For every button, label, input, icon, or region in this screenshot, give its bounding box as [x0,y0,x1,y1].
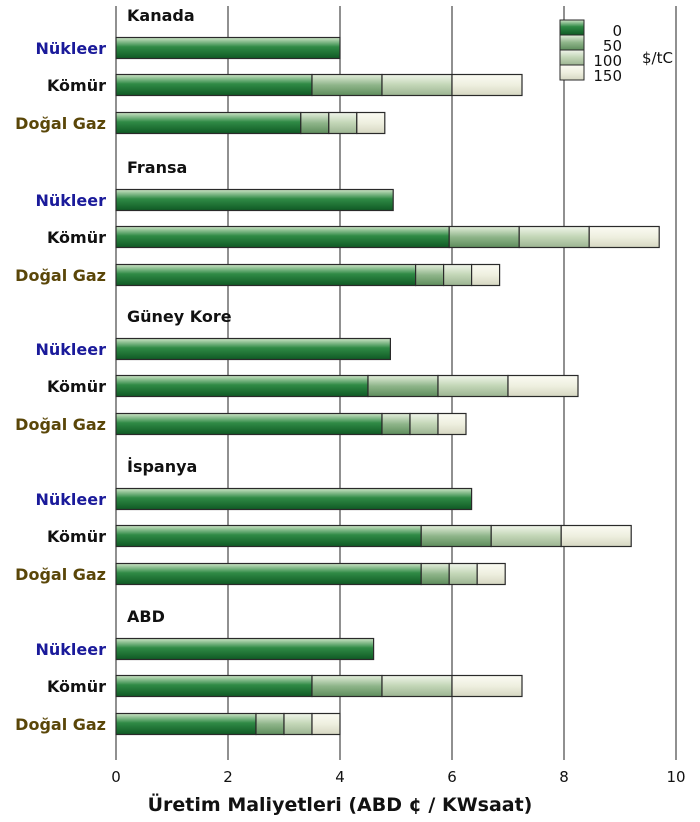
legend-label: 100 [593,52,622,70]
bar-segment [409,412,439,436]
legend-swatch [559,64,585,81]
bar-segment [115,637,375,661]
bar-segment [115,374,369,398]
category-label: Doğal Gaz [15,565,106,584]
bar-segment [255,712,285,736]
bar-segment [381,73,453,97]
bar-segment [115,263,417,287]
group-title: ABD [127,607,165,626]
x-tick-label: 10 [666,768,685,786]
bar-segment [115,73,313,97]
x-tick-label: 6 [447,768,457,786]
bar-segment [356,111,386,135]
bar-segment [115,487,473,511]
x-tick-label: 8 [559,768,569,786]
category-label: Doğal Gaz [15,266,106,285]
category-label: Nükleer [36,640,107,659]
bar-segment [448,562,478,586]
bar-segment [311,712,341,736]
legend-swatch [559,34,585,51]
bar-segment [381,674,453,698]
bar-segment [311,73,383,97]
legend-unit: $/tC [642,49,673,67]
x-axis: Üretim Maliyetleri (ABD ¢ / KWsaat) 0 2 4 6… [111,768,685,816]
group-title: Fransa [127,158,187,177]
category-label: Nükleer [36,39,107,58]
bar-segment [115,111,302,135]
bar-segment [451,674,523,698]
category-label: Doğal Gaz [15,415,106,434]
legend-label: 0 [612,22,622,40]
bar-segment [381,412,411,436]
bar-segment [415,263,445,287]
x-tick-label: 2 [223,768,233,786]
bar-segment [471,263,501,287]
bar-segment [311,674,383,698]
bar-segment [588,225,660,249]
bar-segment [367,374,439,398]
group-title: İspanya [127,457,197,476]
bar-segment [115,225,450,249]
bar-segment [490,524,562,548]
bar-segment [115,36,341,60]
bar-segment [476,562,506,586]
bar-segment [115,524,422,548]
category-label: Kömür [47,677,106,696]
group-title: Kanada [127,6,195,25]
bar-segment [115,188,394,212]
category-label: Kömür [47,527,106,546]
x-tick-label: 4 [335,768,345,786]
bar-segment [443,263,473,287]
x-axis-label: Üretim Maliyetleri (ABD ¢ / KWsaat) [148,792,533,816]
bar-segment [560,524,632,548]
legend-label: 150 [593,67,622,85]
bar-segment [518,225,590,249]
bar-segment [420,562,450,586]
category-label: Kömür [47,76,106,95]
bar-segment [115,562,422,586]
bar-segment [328,111,358,135]
bar-segment [420,524,492,548]
bar-segment [115,674,313,698]
bar-segment [283,712,313,736]
category-label: Doğal Gaz [15,715,106,734]
bar-segment [448,225,520,249]
bar-segment [115,337,391,361]
category-label: Kömür [47,377,106,396]
bar-segment [437,412,467,436]
bar-segment [451,73,523,97]
category-label: Nükleer [36,191,107,210]
bar-segment [300,111,330,135]
legend-label: 50 [603,37,622,55]
bar-segment [437,374,509,398]
group-title: Güney Kore [127,307,232,326]
bar-segment [507,374,579,398]
labels: Kanada Nükleer Kömür Doğal Gaz Fransa Nükleer… [15,6,232,734]
legend-swatch [559,49,585,66]
legend-swatch [559,19,585,36]
category-label: Kömür [47,228,106,247]
bar-segment [115,712,257,736]
category-label: Nükleer [36,340,107,359]
bars [115,36,660,736]
category-label: Doğal Gaz [15,114,106,133]
bar-segment [115,412,383,436]
x-tick-label: 0 [111,768,121,786]
category-label: Nükleer [36,490,107,509]
